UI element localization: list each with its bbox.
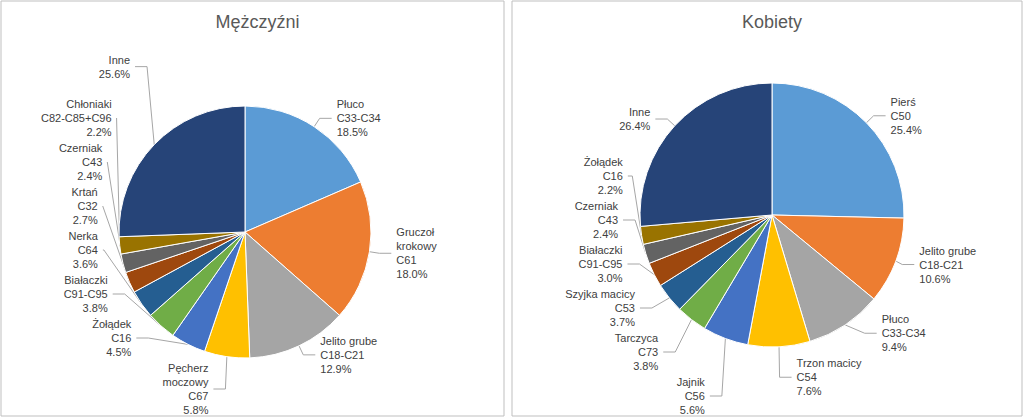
svg-text:C32: C32 (78, 200, 98, 212)
svg-text:10.6%: 10.6% (919, 273, 950, 285)
svg-text:Czerniak: Czerniak (59, 142, 103, 154)
svg-text:Gruczoł: Gruczoł (396, 226, 434, 238)
svg-text:18.0%: 18.0% (396, 268, 427, 280)
svg-text:Jelito grube: Jelito grube (320, 335, 377, 347)
svg-text:C16: C16 (603, 170, 623, 182)
svg-text:Chłoniaki: Chłoniaki (66, 98, 111, 110)
svg-text:Jelito grube: Jelito grube (919, 245, 976, 257)
svg-text:3.7%: 3.7% (610, 316, 635, 328)
svg-text:Inne: Inne (629, 106, 650, 118)
svg-text:25.6%: 25.6% (99, 68, 130, 80)
svg-text:C61: C61 (396, 254, 416, 266)
svg-text:2.4%: 2.4% (77, 170, 102, 182)
svg-text:C43: C43 (598, 214, 618, 226)
svg-text:Czerniak: Czerniak (575, 200, 619, 212)
svg-text:Krtań: Krtań (71, 186, 97, 198)
svg-text:C18-C21: C18-C21 (320, 349, 364, 361)
svg-text:18.5%: 18.5% (337, 126, 368, 138)
svg-text:2.2%: 2.2% (86, 126, 111, 138)
svg-text:3.8%: 3.8% (83, 302, 108, 314)
svg-text:2.7%: 2.7% (73, 214, 98, 226)
svg-text:C82-C85+C96: C82-C85+C96 (41, 112, 112, 124)
svg-text:2.4%: 2.4% (593, 228, 618, 240)
svg-text:Białaczki: Białaczki (64, 274, 107, 286)
svg-text:Płuco: Płuco (882, 313, 910, 325)
svg-text:C67: C67 (188, 390, 208, 402)
svg-text:C33-C34: C33-C34 (337, 112, 381, 124)
svg-text:moczowy: moczowy (163, 376, 209, 388)
svg-text:2.2%: 2.2% (598, 184, 623, 196)
svg-text:C91-C95: C91-C95 (578, 258, 622, 270)
svg-text:Mężczyźni: Mężczyźni (215, 12, 299, 32)
svg-text:C43: C43 (82, 156, 102, 168)
svg-text:9.4%: 9.4% (882, 341, 907, 353)
svg-text:3.0%: 3.0% (597, 272, 622, 284)
svg-text:C33-C34: C33-C34 (882, 327, 926, 339)
svg-text:Tarczyca: Tarczyca (615, 332, 659, 344)
svg-text:Pierś: Pierś (891, 96, 917, 108)
svg-text:12.9%: 12.9% (320, 363, 351, 375)
svg-text:C18-C21: C18-C21 (919, 259, 963, 271)
svg-text:26.4%: 26.4% (619, 120, 650, 132)
svg-text:C50: C50 (891, 110, 911, 122)
svg-text:3.8%: 3.8% (633, 360, 658, 372)
svg-text:C64: C64 (78, 244, 98, 256)
svg-text:5.6%: 5.6% (680, 404, 705, 416)
svg-text:3.6%: 3.6% (73, 258, 98, 270)
svg-text:Żołądek: Żołądek (584, 156, 624, 168)
svg-text:5.8%: 5.8% (183, 404, 208, 416)
svg-text:Białaczki: Białaczki (579, 244, 622, 256)
svg-text:Trzon macicy: Trzon macicy (797, 357, 862, 369)
svg-text:Szyjka macicy: Szyjka macicy (565, 288, 635, 300)
svg-text:C91-C95: C91-C95 (64, 288, 108, 300)
svg-text:krokowy: krokowy (396, 240, 437, 252)
svg-text:C53: C53 (615, 302, 635, 314)
svg-text:Nerka: Nerka (69, 230, 99, 242)
svg-text:Płuco: Płuco (337, 98, 365, 110)
svg-text:Kobiety: Kobiety (742, 12, 802, 32)
svg-text:Pęcherz: Pęcherz (168, 362, 208, 374)
svg-text:7.6%: 7.6% (797, 385, 822, 397)
svg-text:Żołądek: Żołądek (92, 318, 132, 330)
svg-text:Jajnik: Jajnik (677, 376, 706, 388)
svg-text:25.4%: 25.4% (891, 124, 922, 136)
svg-text:Inne: Inne (109, 54, 130, 66)
svg-text:C73: C73 (638, 346, 658, 358)
svg-text:C56: C56 (685, 390, 705, 402)
svg-text:C54: C54 (797, 371, 817, 383)
svg-text:C16: C16 (111, 332, 131, 344)
svg-text:4.5%: 4.5% (106, 346, 131, 358)
